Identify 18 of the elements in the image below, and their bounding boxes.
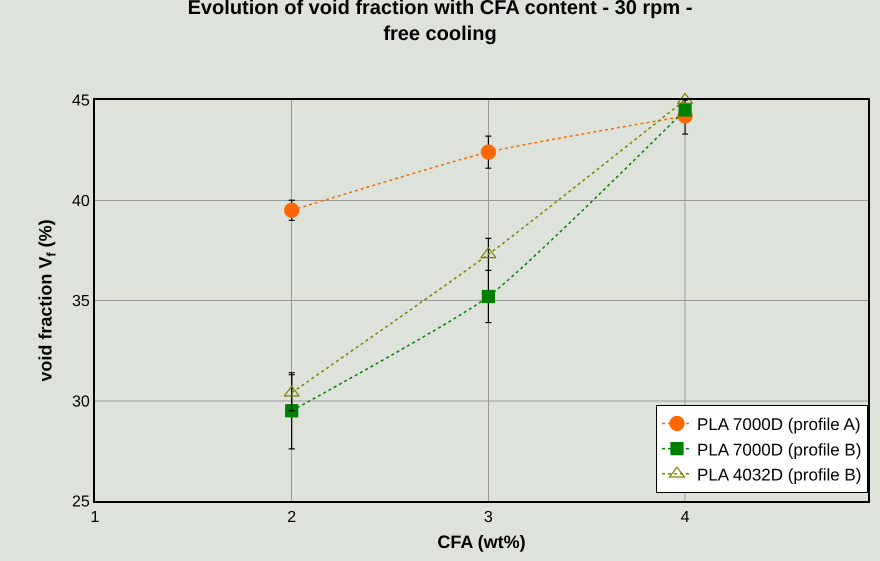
x-tick-label: 4 (680, 509, 690, 526)
y-tick-label: 45 (72, 92, 90, 110)
chart-title: Evolution of void fraction with CFA content - 30 rpm - free cooling (188, 0, 692, 46)
x-tick-label: 2 (287, 509, 296, 526)
legend-label: PLA 4032D (profile B) (697, 465, 862, 484)
y-tick-label: 35 (72, 293, 90, 310)
x-tick-label: 1 (90, 509, 100, 526)
x-axis-title: CFA (wt%) (437, 532, 526, 552)
y-tick-label: 30 (72, 393, 90, 410)
point (678, 103, 692, 117)
y-tick-label: 40 (72, 192, 90, 210)
legend-label: PLA 7000D (profile B) (697, 440, 862, 460)
x-tick-label: 3 (484, 509, 493, 526)
point (284, 202, 300, 218)
legend-label: PLA 7000D (profile A) (697, 415, 860, 434)
y-tick-label: 25 (72, 494, 90, 511)
point (482, 290, 495, 304)
point (480, 144, 496, 160)
